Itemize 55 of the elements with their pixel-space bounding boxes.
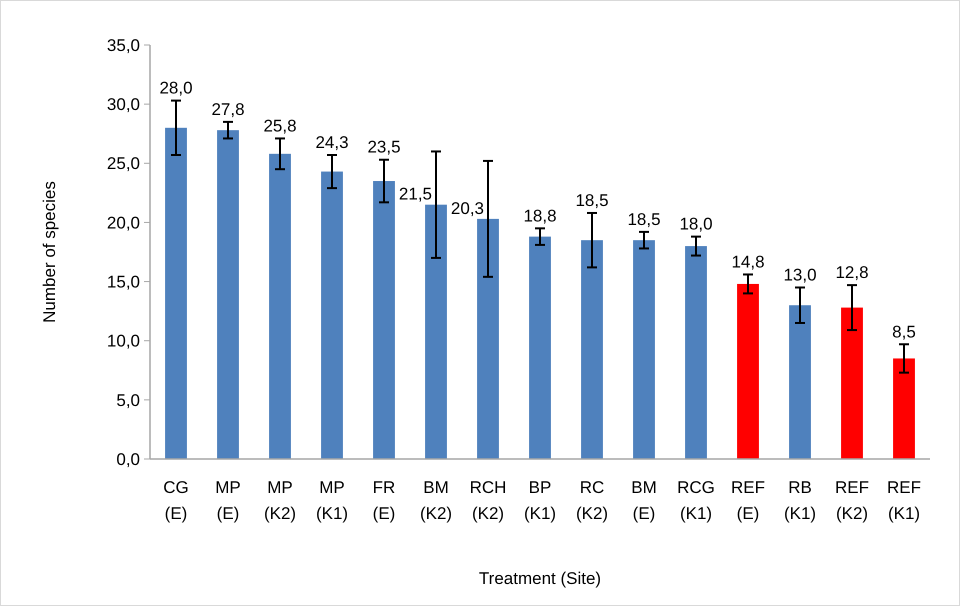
y-tick-label: 0,0 — [116, 450, 140, 469]
x-tick-label: RCG (K1) — [677, 478, 715, 523]
bar — [685, 246, 707, 459]
bar — [581, 240, 603, 459]
data-label: 28,0 — [159, 78, 193, 98]
x-tick-label: BP (K1) — [524, 478, 556, 523]
bar — [789, 305, 811, 459]
y-axis-title: Number of species — [40, 181, 59, 323]
data-label: 18,5 — [575, 190, 609, 210]
bar — [477, 218, 499, 459]
x-tick-label: RC (K2) — [576, 478, 608, 523]
y-tick-label: 5,0 — [116, 390, 140, 410]
data-label: 25,8 — [263, 116, 297, 136]
y-tick-label: 10,0 — [106, 332, 140, 351]
data-label: 23,5 — [367, 138, 401, 157]
y-tick-label: 25,0 — [106, 154, 140, 174]
bar — [217, 130, 239, 459]
data-label: 8,5 — [892, 322, 916, 342]
bar — [321, 172, 343, 459]
y-tick-label: 15,0 — [106, 272, 140, 292]
bar — [841, 308, 863, 459]
x-tick-label: MP (K1) — [316, 478, 348, 523]
data-label: 12,8 — [835, 263, 869, 282]
data-label: 20,3 — [450, 198, 484, 218]
y-tick-label: 35,0 — [106, 36, 140, 55]
bar — [425, 204, 447, 459]
x-tick-label: MP (E) — [215, 478, 241, 523]
x-tick-label: BM (E) — [631, 478, 657, 523]
x-tick-label: BM (K2) — [420, 478, 452, 523]
data-label: 18,8 — [523, 206, 557, 226]
data-label: 18,0 — [679, 214, 713, 234]
bar — [269, 154, 291, 459]
data-label: 27,8 — [211, 100, 245, 119]
x-tick-label: REF (K1) — [887, 478, 921, 523]
data-label: 24,3 — [315, 133, 349, 152]
bar — [165, 128, 187, 459]
y-tick-label: 20,0 — [106, 213, 140, 232]
x-tick-label: REF (K2) — [835, 478, 869, 523]
x-tick-label: FR (E) — [372, 478, 396, 523]
bar — [737, 284, 759, 459]
x-tick-label: REF (E) — [731, 478, 765, 523]
x-tick-label: CG (E) — [163, 478, 189, 523]
x-tick-label: RCH (K2) — [470, 478, 506, 523]
data-label: 13,0 — [783, 265, 817, 284]
bar — [633, 240, 655, 459]
y-tick-label: 30,0 — [106, 95, 140, 114]
x-axis-title: Treatment (Site) — [478, 569, 602, 588]
bar — [373, 181, 395, 459]
x-tick-label: RB (K1) — [784, 478, 816, 523]
x-tick-label: MP (K2) — [264, 478, 296, 523]
bar — [529, 236, 551, 459]
data-label: 21,5 — [398, 184, 432, 204]
data-label: 14,8 — [731, 252, 765, 272]
bar — [893, 358, 915, 459]
data-label: 18,5 — [627, 210, 661, 229]
